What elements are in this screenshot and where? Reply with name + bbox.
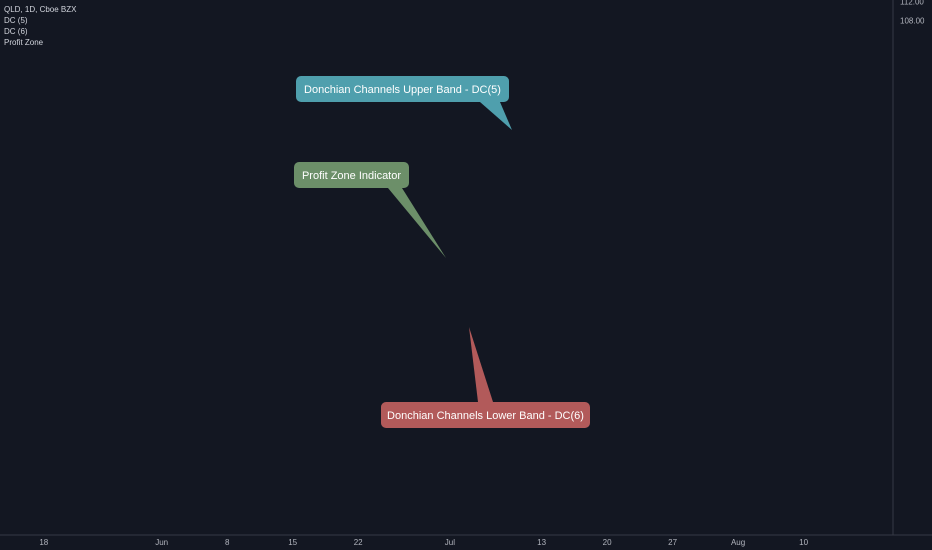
legend-symbol[interactable]: QLD, 1D, Cboe BZX (4, 5, 77, 14)
time-tick-label: 20 (603, 538, 612, 547)
time-axis[interactable]: 18 Jun 8 15 22 Jul 13 20 27 Aug 10 (39, 538, 808, 547)
chart-legend: QLD, 1D, Cboe BZX DC (5) DC (6) Profit Z… (4, 4, 76, 48)
callout-pointer (388, 188, 446, 258)
time-tick-label: Aug (731, 538, 745, 547)
price-tick-label: 108.00 (900, 17, 925, 26)
time-tick-label: 10 (799, 538, 808, 547)
annotations-layer: Donchian Channels Upper Band - DC(5) Prof… (294, 76, 590, 428)
callout-box (381, 402, 590, 428)
time-tick-label: 8 (225, 538, 230, 547)
time-tick-label: 27 (668, 538, 677, 547)
callout-pointer (480, 102, 512, 130)
legend-dc6[interactable]: DC (6) (4, 27, 28, 36)
price-tick-label: 112.00 (900, 0, 924, 7)
time-tick-label: 13 (537, 538, 546, 547)
time-tick-label: Jul (445, 538, 455, 547)
time-tick-label: 18 (39, 538, 48, 547)
profit-zone-callout[interactable]: Profit Zone Indicator (294, 162, 446, 258)
lower-band-callout[interactable]: Donchian Channels Lower Band - DC(6) (381, 327, 590, 428)
legend-dc5[interactable]: DC (5) (4, 16, 28, 25)
upper-band-callout[interactable]: Donchian Channels Upper Band - DC(5) (296, 76, 512, 130)
time-tick-label: 15 (288, 538, 297, 547)
callout-text: Donchian Channels Lower Band - DC(6) (387, 410, 584, 422)
time-tick-label: 22 (354, 538, 363, 547)
legend-profit-zone[interactable]: Profit Zone (4, 38, 44, 47)
callout-text: Donchian Channels Upper Band - DC(5) (304, 84, 501, 96)
price-axis[interactable]: 108.00112.00116.00120.00124.00128.00132.… (900, 0, 925, 26)
time-tick-label: Jun (155, 538, 168, 547)
callout-box (294, 162, 409, 188)
callout-pointer (469, 327, 493, 402)
callout-box (296, 76, 509, 102)
callout-text: Profit Zone Indicator (302, 170, 401, 182)
